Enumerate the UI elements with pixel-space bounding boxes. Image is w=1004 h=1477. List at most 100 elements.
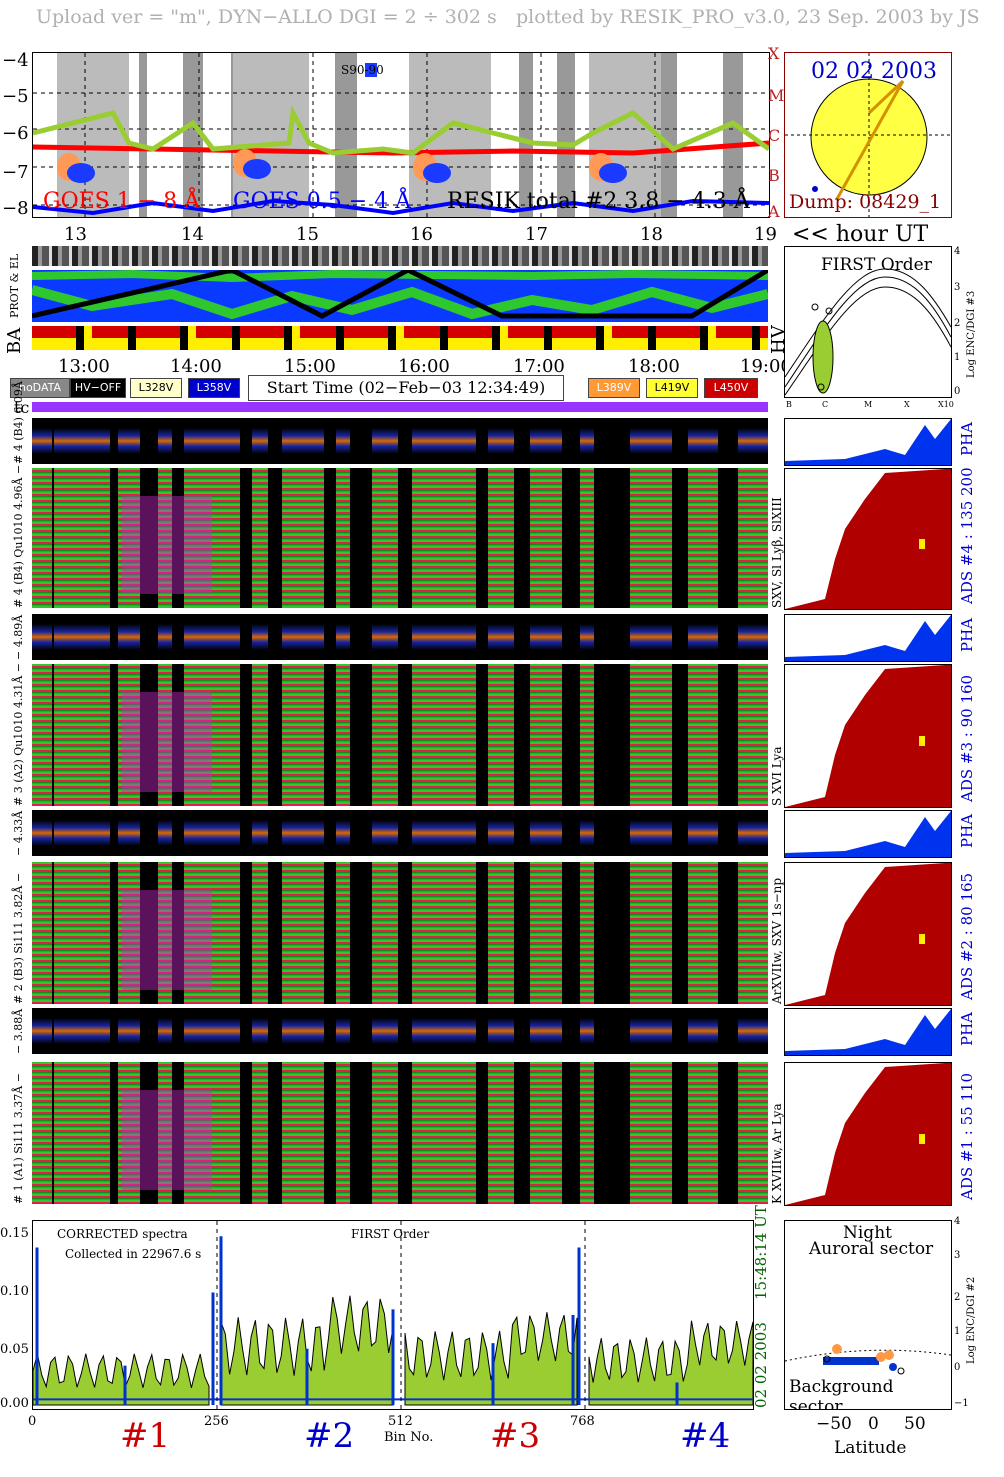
start-time-box: Start Time (02−Feb−03 12:34:49) <box>248 375 564 401</box>
latitude-points <box>823 1344 905 1375</box>
lat-ytick: 2 <box>954 1292 961 1303</box>
pha-histogram <box>784 614 952 662</box>
hour-tick: 19:00 <box>740 356 792 377</box>
prot-el-strip <box>32 246 768 266</box>
pha-strip <box>32 418 768 464</box>
spectrum-fill-3 <box>404 1312 578 1406</box>
collected-label: Collected in 22967.6 s <box>65 1247 202 1261</box>
line-id-label: S XVI Lya <box>770 746 784 807</box>
pha-label: PHA <box>958 617 976 652</box>
auroral-label: Auroral sector <box>809 1239 934 1259</box>
ads-label: ADS #4 : 135 200 <box>958 467 976 604</box>
legend-l389: L389V <box>588 378 640 398</box>
orbit-track <box>835 80 905 200</box>
spec-ytick: 0.10 <box>0 1284 29 1299</box>
hour-tick: 16 <box>410 224 433 245</box>
ads-histogram <box>784 664 952 808</box>
sun-date: 02 02 2003 <box>811 59 937 84</box>
pha-side-label: # 4 (B4) 6.09Å <box>12 381 25 464</box>
fo-ytick: 1 <box>954 352 961 363</box>
ba-label: BA <box>4 327 25 354</box>
corrected-spectra-label: CORRECTED spectra <box>57 1227 188 1241</box>
night-label: Night <box>843 1223 892 1243</box>
resik-curve <box>33 104 769 156</box>
fo-xtick: M <box>864 400 873 409</box>
hour-ut-label: << hour UT <box>792 222 929 247</box>
spec-ytick: 0.00 <box>0 1396 29 1411</box>
legend-l419: L419V <box>646 378 698 398</box>
hv-off-stripe <box>557 53 575 217</box>
hv-off-stripe <box>657 53 677 217</box>
satellite-marker <box>812 186 818 192</box>
fo-xtick: X10 <box>938 400 954 409</box>
lat-xlabel: Latitude <box>834 1438 907 1458</box>
channel-number: #2 <box>304 1416 355 1456</box>
ba-status-bar <box>32 326 768 350</box>
pha-label: PHA <box>958 1011 976 1046</box>
hour-tick: 18:00 <box>628 356 680 377</box>
channel-side-label: # 4 (B4) Qu1010 4.96Å − <box>12 464 25 608</box>
channel-number: #4 <box>680 1416 731 1456</box>
saa-region <box>57 53 129 217</box>
prot-el-label: PROT & EL <box>8 253 21 318</box>
header-upload-info: Upload ver = "m", DYN−ALLO DGI = 2 ÷ 302… <box>36 6 497 28</box>
hour-tick: 15 <box>296 224 319 245</box>
pha-strip <box>32 810 768 856</box>
goes-ytick: −5 <box>2 86 29 107</box>
fo-ylabel: Log ENC/DGI #3 <box>966 290 977 378</box>
hv-off-stripe <box>519 53 533 217</box>
hour-tick: 13:00 <box>58 356 110 377</box>
spec-xlabel: Bin No. <box>384 1430 434 1445</box>
hv-off-stripe <box>139 53 147 217</box>
background-label: Background sector <box>789 1377 894 1410</box>
saa-region <box>409 53 491 217</box>
goes-ytick: −6 <box>2 123 29 144</box>
fo-ytick: 2 <box>954 318 961 329</box>
hour-tick: 16:00 <box>398 356 450 377</box>
goes-ytick: −8 <box>2 198 29 219</box>
channel-number: #3 <box>490 1416 541 1456</box>
spectrum-fill-2 <box>220 1295 394 1406</box>
flare-marker-blue <box>599 163 627 183</box>
flare-marker-blue <box>243 159 271 179</box>
hv-off-stripe <box>183 53 203 217</box>
hour-tick: 17 <box>525 224 548 245</box>
ads-histogram <box>784 1062 952 1206</box>
hour-tick: 13 <box>64 224 87 245</box>
spectrogram-panel <box>32 862 768 1004</box>
goes1-label: GOES 1 − 8 Å <box>43 189 201 214</box>
spec-xtick: 0 <box>28 1414 37 1429</box>
dump-label: Dump: 08429_1 <box>789 191 942 213</box>
spec-ytick: 0.05 <box>0 1342 29 1357</box>
hv-off-stripe <box>335 53 357 217</box>
hour-tick: 19 <box>754 224 777 245</box>
spec-xtick: 256 <box>204 1414 229 1429</box>
goes-lightcurve-panel: S90-90 GOES 1 − 8 Å GOES 0.5 − 4 Å RESIK… <box>32 52 770 218</box>
fo-ytick: 0 <box>954 386 961 397</box>
saa-region <box>233 53 309 217</box>
lat-xtick: −50 <box>816 1414 852 1434</box>
prot-el-panel <box>32 270 768 322</box>
line-id-label: ArXVIIw, SXV 1s−np <box>770 877 784 1004</box>
resik-label: RESIK total #2 3.8 − 4.3 Å <box>447 189 750 214</box>
saa-region <box>589 53 661 217</box>
channel-side-label: # 2 (B3) Si111 3.82Å − <box>12 872 25 1004</box>
fo-xtick: X <box>904 400 910 409</box>
class-letter: C <box>768 126 781 145</box>
hour-tick: 18 <box>640 224 663 245</box>
legend-hvoff: HV−OFF <box>70 378 126 398</box>
header-plotted-by: plotted by RESIK_PRO_v3.0, 23 Sep. 2003 … <box>516 6 980 28</box>
spectrum-fill-4 <box>588 1320 753 1406</box>
lat-xtick: 50 <box>904 1414 926 1434</box>
lat-ytick: 4 <box>954 1216 961 1227</box>
s9090-label: S90-90 <box>341 63 384 77</box>
hour-tick: 15:00 <box>284 356 336 377</box>
plot-header: Upload ver = "m", DYN−ALLO DGI = 2 ÷ 302… <box>36 6 980 28</box>
ads-label: ADS #2 : 80 165 <box>958 872 976 1000</box>
spectrum-time: 15:48:14 UT <box>752 1205 770 1300</box>
orbit-lshell-line <box>32 270 768 319</box>
goes-ytick: −7 <box>2 162 29 183</box>
line-id-label: K XVIIIw, Ar Lya <box>770 1103 784 1204</box>
channel-side-label: # 3 (A2) Qu1010 4.31Å − <box>12 663 25 806</box>
goes2-curve <box>33 198 769 216</box>
